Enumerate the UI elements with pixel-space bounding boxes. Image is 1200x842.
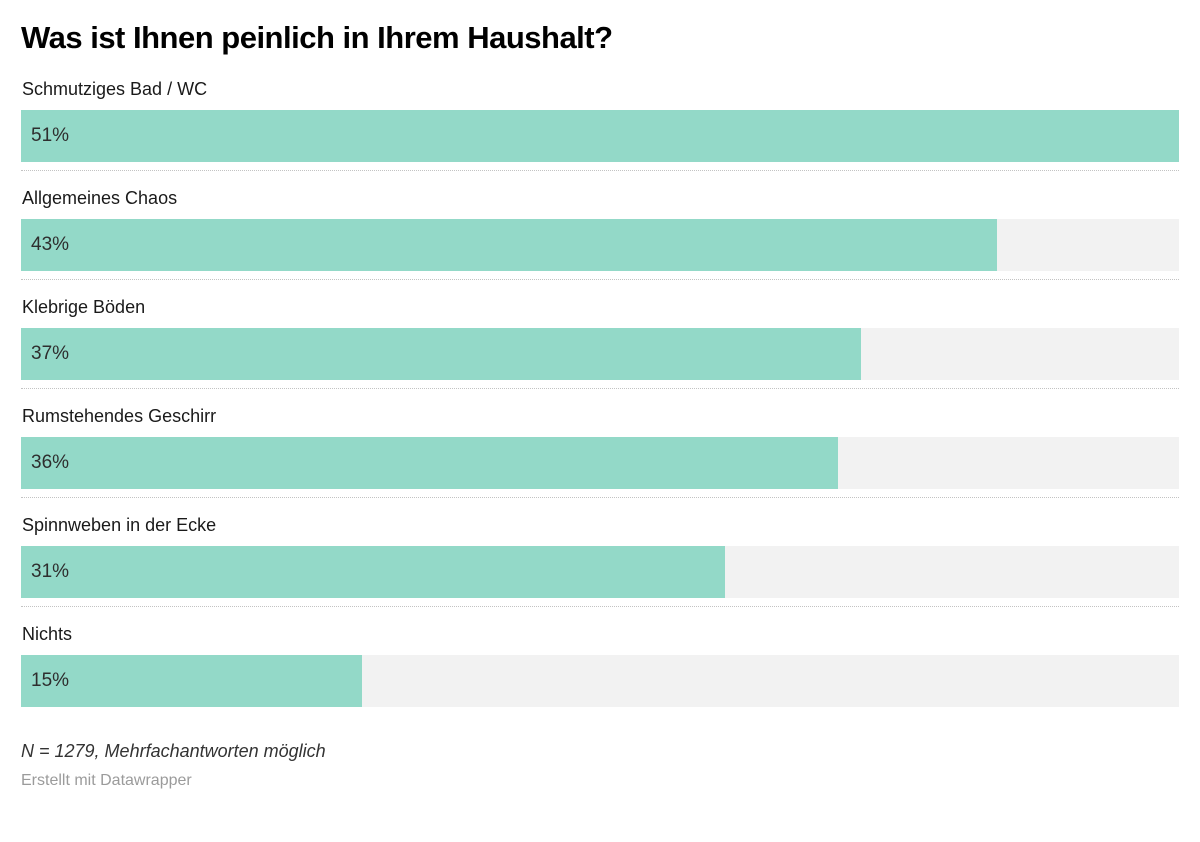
bar-row: Nichts 15% xyxy=(21,607,1179,715)
bar-label: Spinnweben in der Ecke xyxy=(22,515,217,535)
bar-label: Schmutziges Bad / WC xyxy=(22,79,208,99)
bar-track: 43% xyxy=(21,219,1179,271)
bar-fill: 15% xyxy=(21,655,362,707)
bar-label: Allgemeines Chaos xyxy=(22,188,178,208)
bar-label: Rumstehendes Geschirr xyxy=(22,406,217,426)
chart-note: N = 1279, Mehrfachantworten möglich xyxy=(21,741,326,761)
bar-track: 36% xyxy=(21,437,1179,489)
bar-value: 31% xyxy=(31,561,70,582)
bar-value: 37% xyxy=(31,343,70,364)
bar-track: 51% xyxy=(21,110,1179,162)
bar-fill: 51% xyxy=(21,110,1179,162)
bar-fill: 37% xyxy=(21,328,862,380)
bar-value: 36% xyxy=(31,452,70,473)
bar-value: 51% xyxy=(31,125,70,146)
bar-label: Klebrige Böden xyxy=(22,297,146,317)
bar-row: Klebrige Böden 37% xyxy=(21,280,1179,389)
chart-title: Was ist Ihnen peinlich in Ihrem Haushalt… xyxy=(21,20,613,55)
bar-fill: 36% xyxy=(21,437,839,489)
bar-fill: 43% xyxy=(21,219,998,271)
chart-footer: N = 1279, Mehrfachantworten möglich Erst… xyxy=(21,741,1179,790)
bar-chart: Schmutziges Bad / WC 51% Allgemeines Cha… xyxy=(21,78,1179,715)
bar-track: 37% xyxy=(21,328,1179,380)
bar-fill: 31% xyxy=(21,546,725,598)
bar-value: 15% xyxy=(31,670,70,691)
bar-row: Schmutziges Bad / WC 51% xyxy=(21,78,1179,171)
attribution: Erstellt mit Datawrapper xyxy=(21,772,192,789)
bar-track: 31% xyxy=(21,546,1179,598)
bar-row: Allgemeines Chaos 43% xyxy=(21,171,1179,280)
bar-row: Rumstehendes Geschirr 36% xyxy=(21,389,1179,498)
bar-label: Nichts xyxy=(22,624,73,644)
bar-row: Spinnweben in der Ecke 31% xyxy=(21,498,1179,607)
bar-track: 15% xyxy=(21,655,1179,707)
bar-value: 43% xyxy=(31,234,70,255)
